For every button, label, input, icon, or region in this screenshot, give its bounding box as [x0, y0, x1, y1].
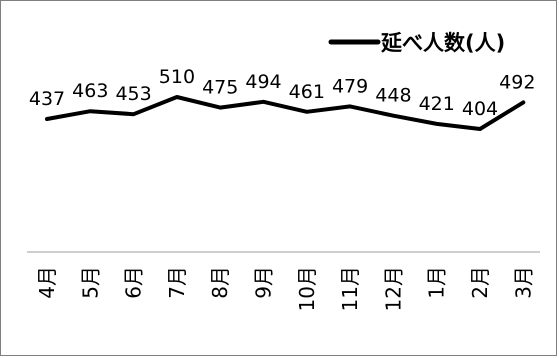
x-tick-label-6: 9月 [252, 266, 276, 299]
x-tick-label-2: 5月 [78, 266, 102, 299]
data-label-8: 479 [332, 75, 368, 97]
data-label-12: 492 [499, 71, 535, 93]
data-label-7: 461 [289, 81, 325, 103]
data-label-10: 421 [419, 93, 455, 115]
legend: 延べ人数(人) [328, 31, 505, 55]
x-tick-label-1: 4月 [35, 266, 59, 299]
x-tick-label-11: 2月 [468, 266, 492, 299]
data-label-4: 510 [159, 66, 195, 88]
data-label-5: 475 [202, 77, 238, 99]
series-line-visitors [45, 95, 526, 131]
x-tick-labels: 4月 5月 6月 7月 8月 9月 10月 11月 12月 1月 2月 3月 [35, 266, 535, 311]
x-tick-label-8: 11月 [338, 266, 362, 311]
x-tick-label-5: 8月 [208, 266, 232, 299]
x-tick-label-12: 3月 [511, 266, 535, 299]
data-label-3: 453 [115, 83, 151, 105]
x-tick-label-4: 7月 [165, 266, 189, 299]
x-tick-label-10: 1月 [425, 266, 449, 299]
x-tick-label-9: 12月 [381, 266, 405, 311]
data-label-9: 448 [375, 85, 411, 107]
data-label-2: 463 [72, 80, 108, 102]
x-tick-label-3: 6月 [122, 266, 146, 299]
x-tick-label-7: 10月 [295, 266, 319, 311]
legend-label-series: 延べ人数(人) [380, 31, 505, 55]
data-label-1: 437 [29, 88, 65, 110]
data-label-11: 404 [462, 98, 498, 120]
data-label-6: 494 [245, 71, 281, 93]
